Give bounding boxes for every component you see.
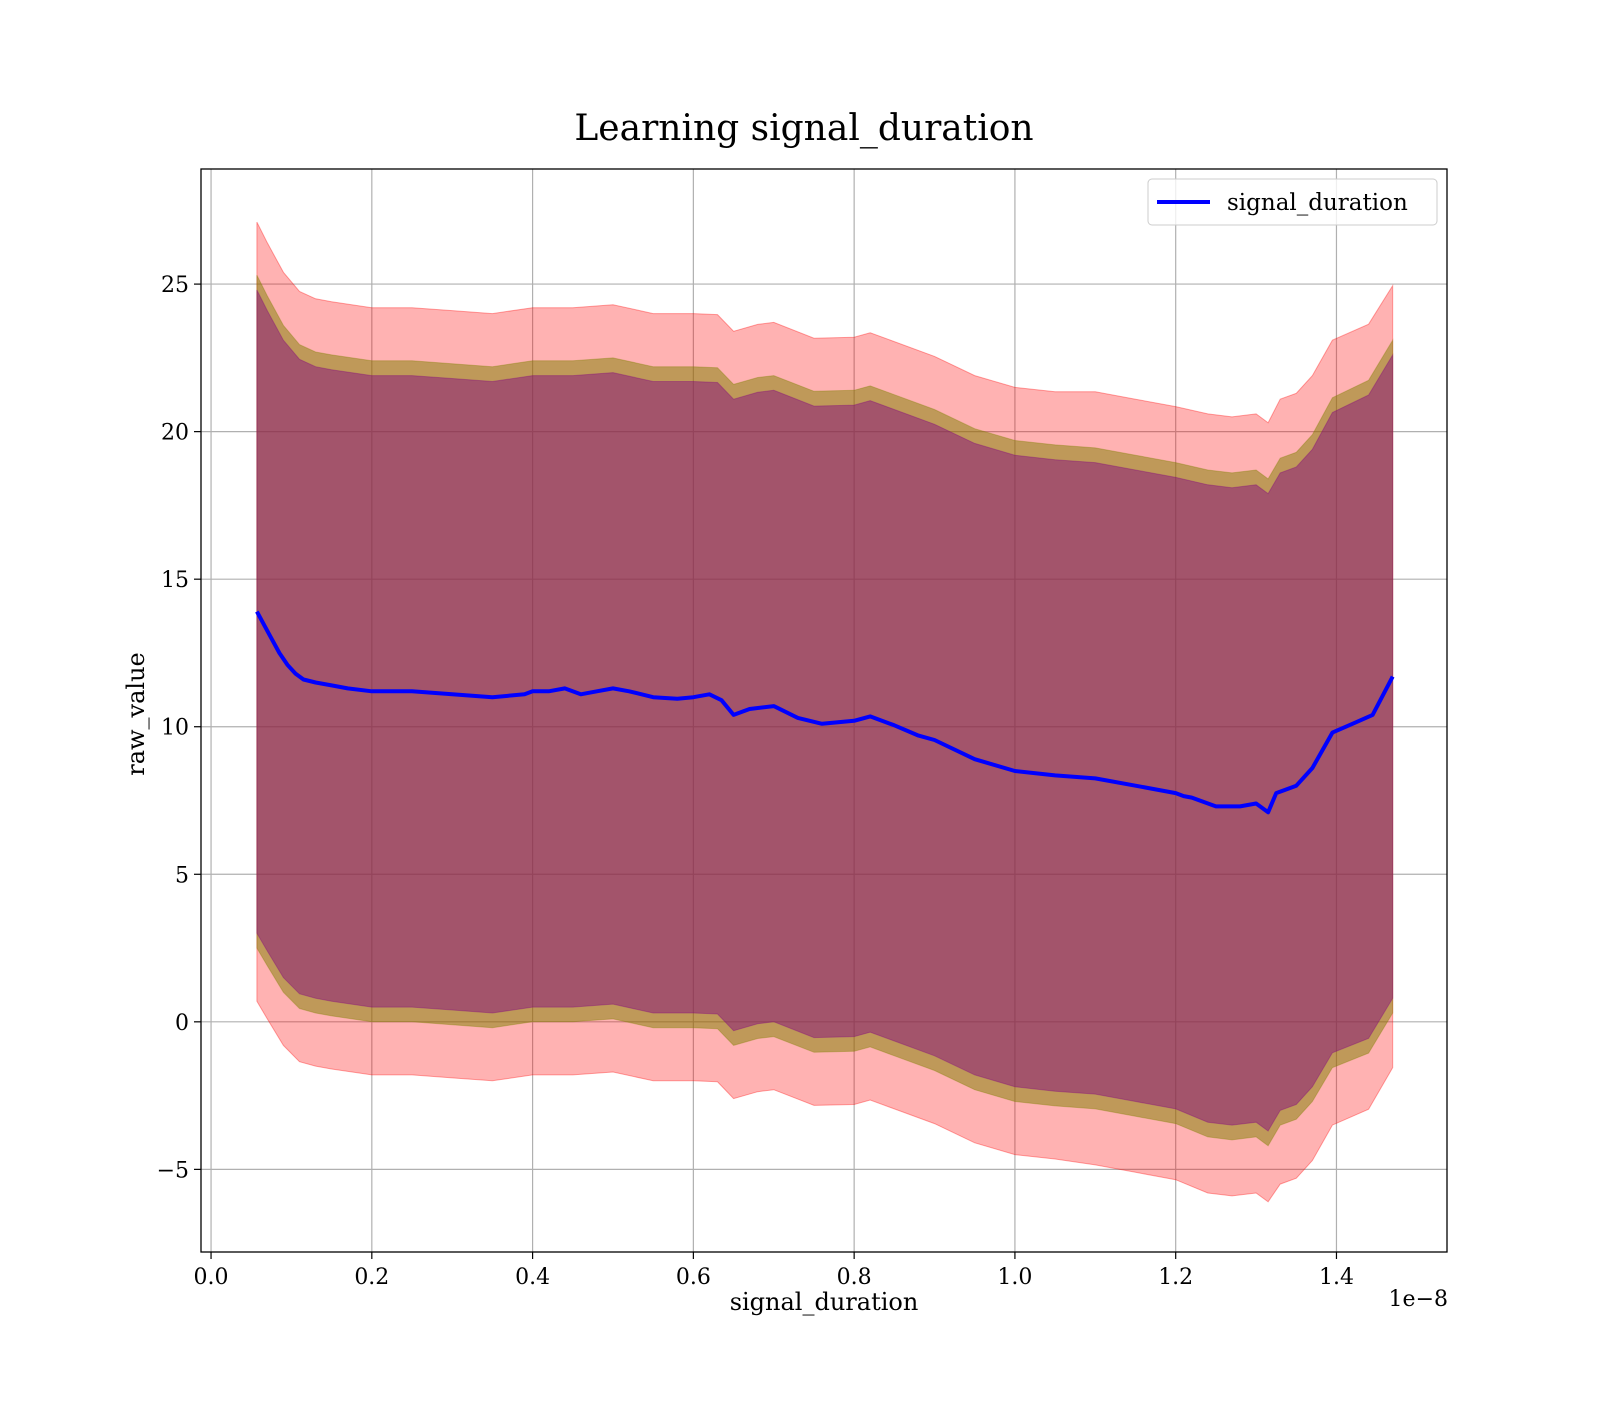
series-lines xyxy=(255,610,1395,815)
x-axis-label: signal_duration xyxy=(730,1288,919,1316)
chart-title: Learning signal_duration xyxy=(574,108,1033,149)
y-axis-label: raw_value xyxy=(122,652,150,776)
legend-label: signal_duration xyxy=(1227,190,1408,216)
signal-duration-line xyxy=(255,610,1395,815)
legend-box xyxy=(1147,178,1438,226)
y-tick-label: −5 xyxy=(157,1158,189,1183)
y-tick-label: 20 xyxy=(161,421,189,446)
y-tick-label: 0 xyxy=(175,1011,189,1036)
x-tick-label: 0.6 xyxy=(676,1265,711,1290)
x-axis-offset-label: 1e−8 xyxy=(1389,1287,1448,1312)
x-axis-ticks: 0.0 0.2 0.4 0.6 0.8 1.0 1.2 1.4 xyxy=(194,1252,1354,1290)
middle-band xyxy=(256,274,1394,1147)
y-tick-label: 5 xyxy=(175,863,189,888)
x-tick-label: 1.2 xyxy=(1158,1265,1193,1290)
y-axis-ticks: −5 0 5 10 15 20 25 xyxy=(157,273,201,1183)
plot-frame xyxy=(200,168,1448,1253)
confidence-bands xyxy=(256,221,1394,1203)
y-tick-label: 15 xyxy=(161,568,189,593)
y-tick-label: 10 xyxy=(161,716,189,741)
x-tick-label: 1.4 xyxy=(1319,1265,1354,1290)
x-tick-label: 1.0 xyxy=(997,1265,1032,1290)
legend: signal_duration xyxy=(1147,178,1438,226)
x-tick-label: 0.0 xyxy=(194,1265,229,1290)
inner-band xyxy=(256,289,1394,1132)
x-tick-label: 0.8 xyxy=(837,1265,872,1290)
x-tick-label: 0.2 xyxy=(354,1265,389,1290)
x-tick-label: 0.4 xyxy=(515,1265,550,1290)
y-tick-label: 25 xyxy=(161,273,189,298)
